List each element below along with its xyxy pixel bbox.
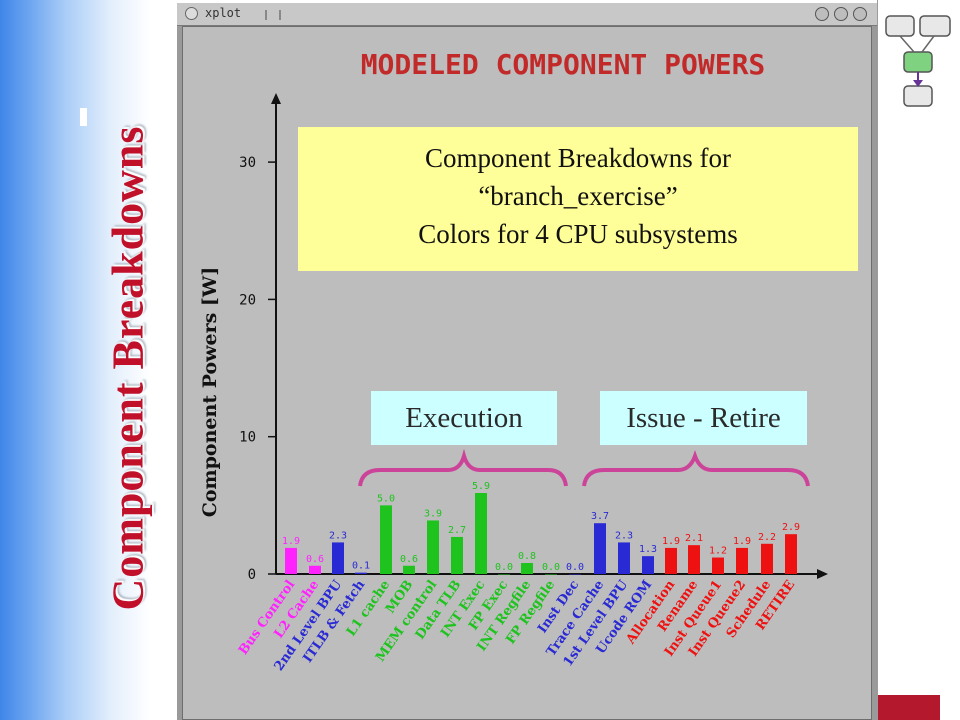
bar-value-label: 2.7 bbox=[448, 525, 466, 536]
bar-value-label: 0.1 bbox=[352, 561, 370, 572]
bar bbox=[451, 536, 463, 574]
bar bbox=[355, 572, 367, 574]
bar bbox=[498, 574, 510, 575]
bar bbox=[618, 542, 630, 574]
bar bbox=[642, 556, 654, 574]
bar bbox=[403, 565, 415, 574]
execution-brace bbox=[358, 448, 568, 487]
bar bbox=[665, 547, 677, 574]
bar-value-label: 2.1 bbox=[685, 533, 703, 544]
bar-value-label: 3.9 bbox=[424, 508, 442, 519]
bar-value-label: 1.9 bbox=[733, 536, 751, 547]
close-icon[interactable] bbox=[853, 7, 867, 21]
minimize-icon[interactable] bbox=[815, 7, 829, 21]
window-menu-icon[interactable] bbox=[185, 7, 198, 20]
bar bbox=[594, 523, 606, 574]
bar-value-label: 1.9 bbox=[282, 536, 300, 547]
bar-value-label: 3.7 bbox=[591, 511, 609, 522]
flowchart-logo-icon bbox=[885, 15, 951, 107]
annotation-callout: Component Breakdowns for “branch_exercis… bbox=[298, 127, 858, 271]
bar-value-label: 0.6 bbox=[400, 554, 418, 565]
window-titlebar[interactable]: xplot bbox=[177, 3, 877, 26]
bar-value-label: 5.0 bbox=[377, 493, 395, 504]
bar-value-label: 2.3 bbox=[615, 530, 633, 541]
bar bbox=[309, 565, 321, 574]
bar-value-label: 0.0 bbox=[542, 562, 560, 573]
component-power-chart: MODELED COMPONENT POWERS Component Power… bbox=[199, 48, 828, 674]
bar-value-label: 0.0 bbox=[495, 562, 513, 573]
bar-value-label: 2.3 bbox=[329, 530, 347, 541]
bar-value-label: 0.6 bbox=[306, 554, 324, 565]
bar-value-label: 5.9 bbox=[472, 481, 490, 492]
bar bbox=[427, 520, 439, 574]
bar-value-label: 2.9 bbox=[782, 522, 800, 533]
y-axis-label: Component Powers [W] bbox=[199, 267, 221, 518]
y-tick-label: 0 bbox=[248, 567, 256, 583]
bar bbox=[785, 534, 797, 574]
slide-footer-bar bbox=[878, 695, 940, 720]
titlebar-grip-icon bbox=[265, 10, 281, 20]
bar bbox=[545, 574, 557, 575]
bar-value-label: 1.2 bbox=[709, 546, 727, 557]
window-title: xplot bbox=[205, 6, 242, 20]
y-axis-arrow-icon bbox=[271, 93, 281, 104]
bar bbox=[332, 542, 344, 574]
bar bbox=[688, 545, 700, 574]
callout-line-1: Component Breakdowns for bbox=[425, 143, 731, 173]
issue-retire-brace bbox=[582, 450, 810, 487]
y-tick-label: 30 bbox=[239, 155, 256, 171]
bar-value-label: 1.9 bbox=[662, 536, 680, 547]
bar-value-label: 0.0 bbox=[566, 562, 584, 573]
callout-line-2: “branch_exercise” bbox=[478, 181, 678, 211]
slide-marker bbox=[80, 108, 87, 126]
issue-retire-group-label: Issue - Retire bbox=[600, 391, 807, 445]
bar bbox=[285, 547, 297, 574]
slide-left-gradient bbox=[0, 0, 175, 720]
bar-value-label: 0.8 bbox=[518, 551, 536, 562]
bar-value-label: 1.3 bbox=[639, 544, 657, 555]
bar bbox=[380, 505, 392, 574]
bar bbox=[712, 557, 724, 574]
bar bbox=[569, 574, 581, 575]
y-tick-label: 20 bbox=[239, 292, 256, 308]
bar bbox=[475, 492, 487, 574]
bar bbox=[736, 547, 748, 574]
chart-title: MODELED COMPONENT POWERS bbox=[361, 48, 766, 81]
x-axis-arrow-icon bbox=[817, 569, 828, 579]
bar bbox=[761, 543, 773, 574]
bar-value-label: 2.2 bbox=[758, 532, 776, 543]
maximize-icon[interactable] bbox=[834, 7, 848, 21]
y-tick-label: 10 bbox=[239, 430, 256, 446]
window-right-edge bbox=[877, 0, 878, 720]
bar bbox=[521, 563, 533, 574]
callout-line-3: Colors for 4 CPU subsystems bbox=[418, 219, 738, 249]
execution-group-label: Execution bbox=[371, 391, 557, 445]
